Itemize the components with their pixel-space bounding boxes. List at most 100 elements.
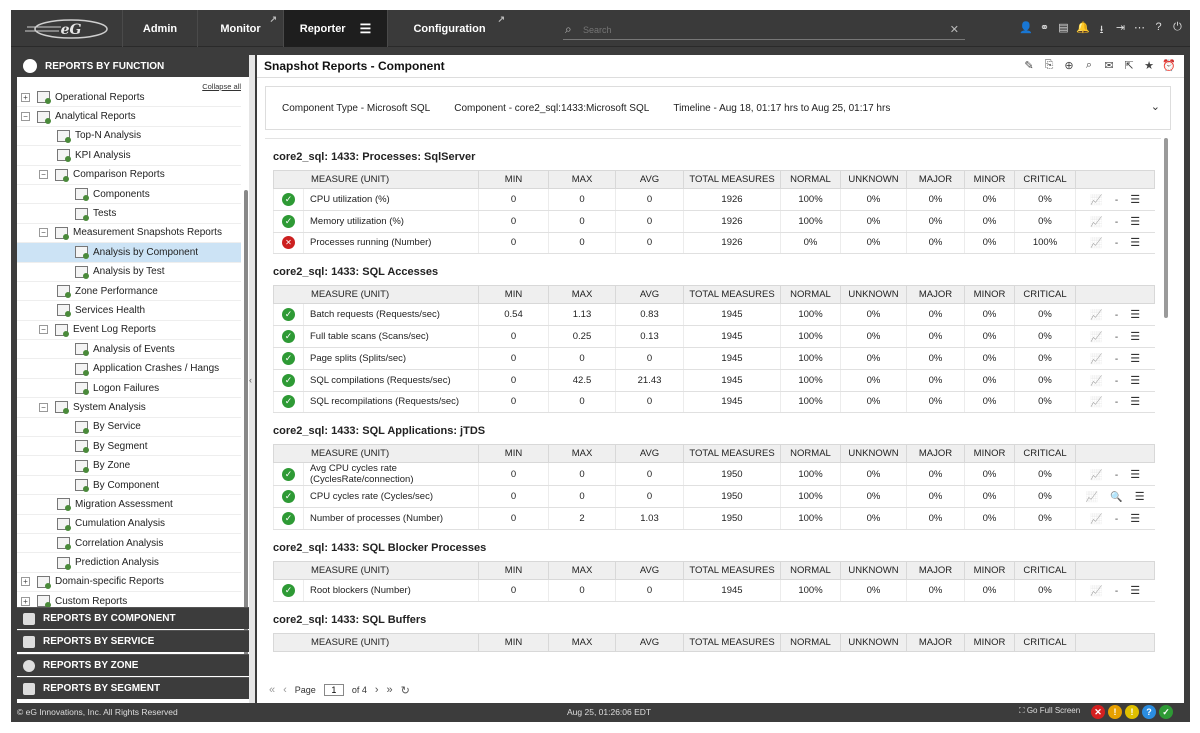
more-icon[interactable]: ⋯ [1134,22,1145,34]
graph-icon[interactable]: 📈 [1090,216,1103,228]
reports-by-zone-header[interactable]: REPORTS BY ZONE [17,654,249,676]
edit-icon[interactable]: ✎ [1024,60,1034,72]
collapse-icon[interactable]: − [39,402,48,412]
tree-item-by-service[interactable]: By Service [17,418,241,438]
user-icon[interactable]: 👤 [1019,22,1033,34]
sidebar-scrollbar[interactable] [244,190,248,660]
details-menu-icon[interactable]: ☰ [1134,491,1145,504]
sidebar-splitter[interactable]: ‹ [249,55,255,703]
refresh-icon[interactable]: ↻ [400,684,410,697]
help-icon[interactable]: ? [1155,21,1162,33]
next-page-icon[interactable]: › [374,684,379,696]
major-alarm-icon[interactable]: ! [1108,705,1122,719]
tree-item-components[interactable]: Components [17,185,241,205]
tree-item-by-component[interactable]: By Component [17,476,241,496]
tree-item-comparison-reports[interactable]: − Comparison Reports [17,166,241,185]
tree-item-logon-failures[interactable]: Logon Failures [17,379,241,399]
report-icon[interactable]: ▤ [1058,22,1069,34]
tab-admin[interactable]: Admin [122,10,197,47]
graph-icon[interactable]: 📈 [1090,353,1103,365]
zoom-icon[interactable]: 🔍 [1110,492,1123,504]
details-menu-icon[interactable]: ☰ [1130,309,1141,322]
tree-item-cumulation-analysis[interactable]: Cumulation Analysis [17,515,241,534]
tab-reporter[interactable]: Reporter ☰ [283,10,387,47]
signout-icon[interactable]: ⇥ [1115,22,1126,34]
tree-item-top-n-analysis[interactable]: Top-N Analysis [17,127,241,147]
details-menu-icon[interactable]: ☰ [1130,215,1141,228]
details-menu-icon[interactable]: ☰ [1130,331,1141,344]
collapse-icon[interactable]: − [39,228,48,238]
tree-item-analysis-by-component[interactable]: Analysis by Component [17,243,241,263]
details-menu-icon[interactable]: ☰ [1130,584,1141,597]
collapse-icon[interactable]: − [39,170,48,180]
tree-item-kpi-analysis[interactable]: KPI Analysis [17,146,241,166]
last-page-icon[interactable]: » [386,684,393,696]
chevron-down-icon[interactable]: ⌄ [1150,101,1160,113]
reports-by-service-header[interactable]: REPORTS BY SERVICE [17,630,249,652]
reports-by-function-header[interactable]: REPORTS BY FUNCTION [17,55,249,77]
tree-item-measurement-snapshots[interactable]: − Measurement Snapshots Reports [17,224,241,244]
download-icon[interactable]: ⭳ [1099,24,1104,36]
graph-icon[interactable]: 📈 [1085,492,1099,504]
graph-icon[interactable]: 📈 [1090,514,1103,526]
tree-item-analysis-by-test[interactable]: Analysis by Test [17,263,241,282]
collapse-all-link[interactable]: Collapse all [202,82,241,91]
export-icon[interactable]: ⇱ [1124,60,1134,72]
hamburger-menu-icon[interactable]: ☰ [359,20,372,36]
normal-alarm-icon[interactable]: ✓ [1159,705,1173,719]
tree-item-by-zone[interactable]: By Zone [17,456,241,476]
tab-monitor[interactable]: Monitor ↗ [197,10,283,47]
details-menu-icon[interactable]: ☰ [1130,352,1141,365]
tree-item-analysis-of-events[interactable]: Analysis of Events [17,340,241,360]
email-icon[interactable]: ✉ [1104,60,1114,72]
clear-search-icon[interactable]: ✕ [949,24,959,36]
tree-item-migration-assessment[interactable]: Migration Assessment [17,495,241,515]
content-scrollbar[interactable] [1164,138,1168,318]
tree-item-domain-specific-reports[interactable]: + Domain-specific Reports [17,573,241,593]
expand-icon[interactable]: + [21,596,30,606]
details-menu-icon[interactable]: ☰ [1130,374,1141,387]
copy-icon[interactable]: ⎘ [1044,59,1054,71]
graph-icon[interactable]: 📈 [1090,397,1103,409]
details-menu-icon[interactable]: ☰ [1130,193,1141,206]
graph-icon[interactable]: 📈 [1090,585,1103,597]
minor-alarm-icon[interactable]: ! [1125,705,1139,719]
details-menu-icon[interactable]: ☰ [1130,513,1141,526]
search-report-icon[interactable]: ⌕ [1085,59,1093,71]
tree-item-services-health[interactable]: Services Health [17,301,241,321]
graph-icon[interactable]: 📈 [1090,375,1103,387]
help-alarm-icon[interactable]: ? [1142,705,1156,719]
tree-item-analytical-reports[interactable]: − Analytical Reports [17,107,241,127]
collapse-arrow-icon[interactable]: ‹ [249,375,252,385]
tree-item-application-crashes[interactable]: Application Crashes / Hangs [17,359,241,379]
reports-by-component-header[interactable]: REPORTS BY COMPONENT [17,607,249,629]
details-menu-icon[interactable]: ☰ [1130,468,1141,481]
graph-icon[interactable]: 📈 [1090,194,1103,206]
tree-item-by-segment[interactable]: By Segment [17,437,241,457]
reports-by-segment-header[interactable]: REPORTS BY SEGMENT [17,677,249,699]
page-number-input[interactable] [323,684,344,696]
expand-icon[interactable]: + [21,92,30,102]
bell-icon[interactable]: 🔔 [1076,22,1090,34]
graph-icon[interactable]: 📈 [1090,469,1103,481]
prev-page-icon[interactable]: ‹ [283,684,287,696]
details-menu-icon[interactable]: ☰ [1130,237,1141,250]
critical-alarm-icon[interactable]: ✕ [1091,705,1105,719]
add-report-icon[interactable]: ⊕ [1064,60,1074,72]
tab-configuration[interactable]: Configuration ↗ [387,10,511,47]
collapse-icon[interactable]: − [21,112,30,122]
tree-item-prediction-analysis[interactable]: Prediction Analysis [17,553,241,573]
link-icon[interactable]: ⚭ [1039,22,1050,34]
power-icon[interactable]: ⏻ [1173,21,1182,33]
tree-item-operational-reports[interactable]: + Operational Reports [17,88,241,108]
tree-item-event-log-reports[interactable]: − Event Log Reports [17,321,241,341]
tree-item-tests[interactable]: Tests [17,204,241,224]
favorite-icon[interactable]: ★ [1144,60,1154,72]
graph-icon[interactable]: 📈 [1090,332,1103,344]
first-page-icon[interactable]: « [269,684,276,696]
tree-item-correlation-analysis[interactable]: Correlation Analysis [17,534,241,554]
tree-item-system-analysis[interactable]: − System Analysis [17,398,241,418]
details-menu-icon[interactable]: ☰ [1130,396,1141,409]
tree-item-zone-performance[interactable]: Zone Performance [17,282,241,302]
search-input[interactable] [583,24,950,35]
